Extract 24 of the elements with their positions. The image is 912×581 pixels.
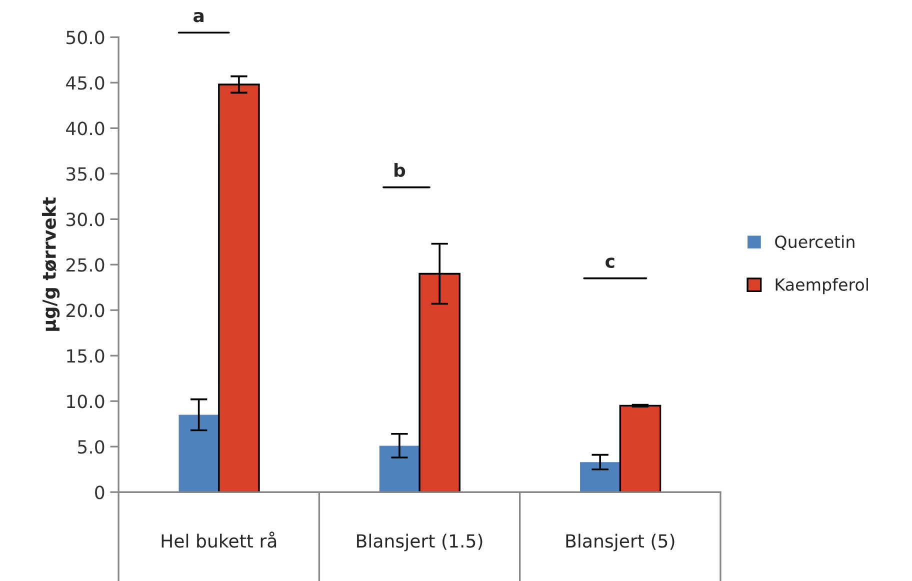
annotation: b [394, 163, 406, 177]
y-tick-label: 45.0 [66, 76, 104, 90]
y-tick-label: 50.0 [66, 30, 104, 44]
annotation: c [606, 258, 614, 268]
x-tick-label: Blansjert (1.5) [357, 534, 482, 552]
y-tick-label: 20.0 [66, 304, 104, 318]
y-tick-label: 40.0 [66, 122, 104, 136]
x-tick-label: Hel bukett rå [162, 532, 276, 548]
bar [379, 446, 420, 492]
y-tick-label: 10.0 [67, 394, 104, 408]
y-tick-label: 15.0 [67, 349, 104, 363]
y-tick-label: 5.0 [78, 440, 104, 454]
legend-label: Quercetin [775, 235, 854, 250]
y-axis-title: µg/g tørrvekt [42, 197, 60, 331]
bar [580, 462, 620, 492]
y-tick-label: 0 [95, 486, 104, 500]
y-tick-label: 35.0 [66, 167, 104, 181]
bar [178, 414, 219, 492]
bar [619, 404, 662, 492]
x-tick-label: Blansjert (5) [566, 534, 674, 552]
text: a [194, 12, 204, 22]
y-tick-label: 25.0 [66, 258, 104, 272]
y-tick-label: 30.0 [66, 212, 104, 226]
legend-label: Kaempferol [776, 278, 868, 294]
